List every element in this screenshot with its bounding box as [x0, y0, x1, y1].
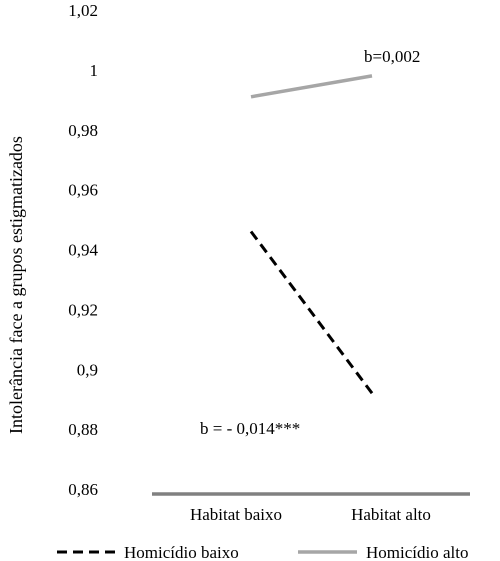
annotation-homicidio-baixo-slope: b = - 0,014***	[200, 419, 300, 438]
series-line-homicidio-baixo	[249, 230, 374, 395]
y-tick-label: 0,94	[68, 241, 98, 260]
y-tick-label: 1	[90, 61, 99, 80]
x-tick-label: Habitat alto	[351, 505, 431, 524]
y-tick-label: 0,88	[68, 420, 98, 439]
y-axis-title: Intolerância face a grupos estigmatizado…	[6, 136, 26, 434]
series-lines	[249, 74, 374, 395]
y-tick-label: 0,9	[77, 360, 98, 379]
y-tick-label: 0,86	[68, 480, 98, 499]
y-tick-label: 1,02	[68, 1, 98, 20]
legend: Homicídio baixo Homicídio alto	[57, 543, 468, 561]
y-tick-label: 0,98	[68, 121, 98, 140]
y-tick-label: 0,92	[68, 300, 98, 319]
x-axis-labels: Habitat baixo Habitat alto	[190, 505, 431, 524]
annotation-homicidio-alto-slope: b=0,002	[364, 47, 420, 66]
y-axis-ticks: 0,86 0,88 0,9 0,92 0,94 0,96 0,98 1 1,02	[68, 1, 98, 499]
series-line-homicidio-alto	[250, 74, 373, 99]
x-tick-label: Habitat baixo	[190, 505, 282, 524]
legend-label-homicidio-baixo: Homicídio baixo	[124, 543, 239, 561]
y-tick-label: 0,96	[68, 181, 98, 200]
legend-label-homicidio-alto: Homicídio alto	[366, 543, 468, 561]
